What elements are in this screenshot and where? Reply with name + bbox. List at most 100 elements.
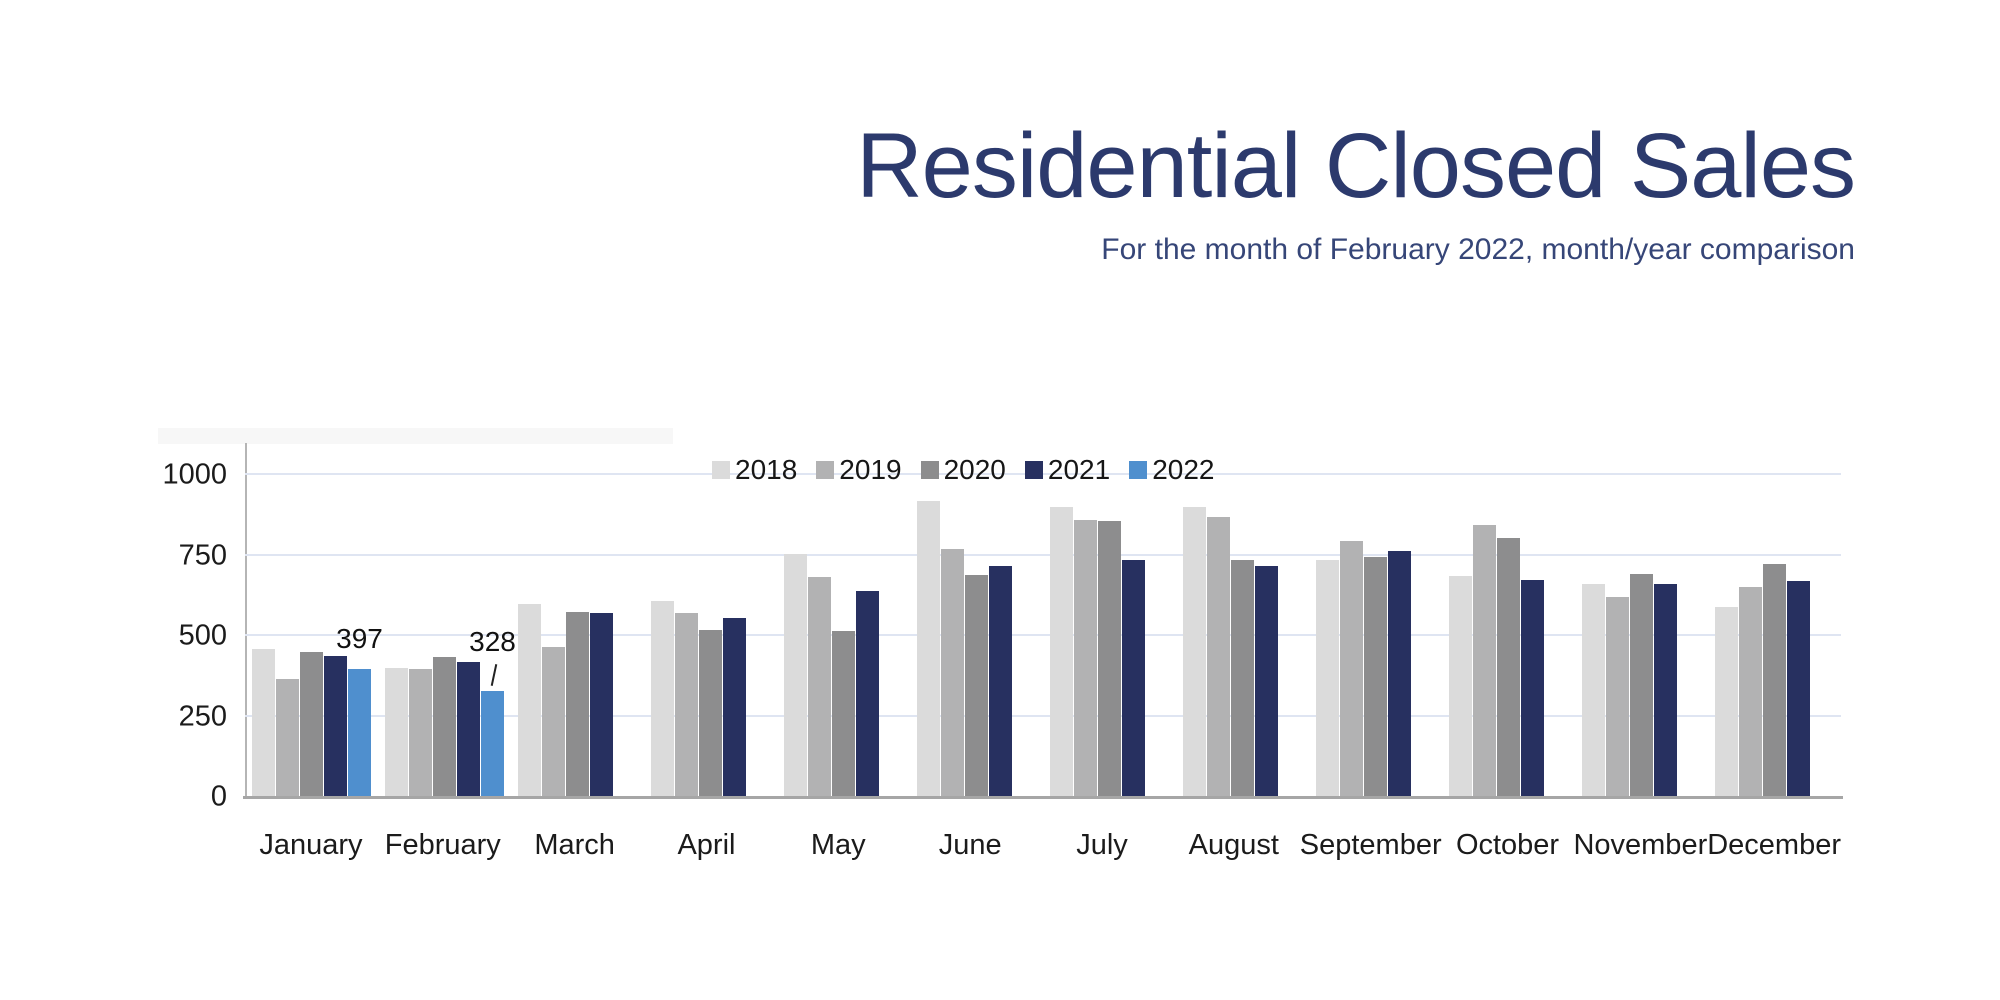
x-label-august: August [1188,829,1279,861]
bar-2020-january [300,652,323,797]
bar-2018-february [385,668,408,797]
bar-2018-october [1449,576,1472,797]
legend-swatch-2022 [1129,461,1148,479]
bar-group-december [1708,443,1841,797]
bar-2020-july [1098,520,1121,797]
bar-2021-november [1654,584,1677,797]
value-label-328: 328 [469,626,516,658]
bar-2020-november [1630,574,1653,797]
x-axis-category-labels: January February March April May June July Augu… [245,829,1841,862]
x-label-july: July [1076,829,1128,861]
legend: 2018 2019 2020 2021 2022 [712,454,1214,486]
y-axis-line [245,443,247,797]
bar-2020-october [1497,537,1520,797]
bar-2020-december [1763,563,1786,797]
y-tick-label-250: 250 [178,700,227,732]
bar-2019-may [808,577,831,797]
bar-2019-september [1340,541,1363,797]
bar-groups-row [245,443,1841,797]
bar-2022-january [348,669,371,797]
gridline-250 [245,714,1841,717]
bar-2018-september [1316,560,1339,797]
bar-2020-may [832,631,855,797]
bar-2020-september [1364,557,1387,797]
bar-2021-january [324,655,347,797]
legend-swatch-2020 [920,461,939,479]
legend-item-2022: 2022 [1129,454,1214,486]
bar-2021-february [457,661,480,797]
bar-2018-july [1050,507,1073,797]
legend-label-2021: 2021 [1047,454,1111,485]
bar-2018-march [518,603,541,797]
legend-item-2018: 2018 [712,454,797,486]
y-tick-label-0: 0 [210,780,227,813]
x-axis-line [243,796,1843,799]
y-tick-label-500: 500 [178,619,227,652]
bar-2019-november [1606,597,1629,797]
bar-2022-february [481,691,504,797]
x-label-september: September [1299,829,1442,861]
bar-2018-november [1582,584,1605,797]
bar-2020-february [433,656,456,797]
bar-2021-june [989,566,1012,797]
y-tick-label-750: 750 [178,539,227,571]
plot-area: 397 328 [243,443,1843,799]
x-label-february: February [384,829,501,861]
value-label-397: 397 [336,623,383,655]
x-label-april: April [677,829,736,861]
bar-group-august [1176,443,1309,797]
x-label-october: October [1455,829,1560,861]
bar-group-november [1575,443,1708,797]
bar-group-january [245,443,378,797]
x-label-march: March [534,829,615,861]
x-label-january: January [259,829,363,861]
bar-2021-march [590,613,613,797]
bar-group-february [378,443,511,797]
bar-2021-december [1787,580,1810,797]
legend-swatch-2018 [712,461,730,479]
bar-2021-september [1388,550,1411,797]
legend-item-2021: 2021 [1024,454,1111,486]
bar-2020-march [566,611,589,797]
bar-group-june [910,443,1043,797]
gridline-500 [245,634,1841,636]
legend-label-2018: 2018 [735,454,798,485]
bar-2018-january [252,648,275,797]
bar-2019-march [542,647,565,797]
bar-2021-august [1255,566,1278,797]
gridline-1000 [245,473,1841,475]
background-artifact-band [158,428,673,444]
x-label-may: May [810,829,866,861]
bar-2021-april [723,617,746,797]
bar-2021-may [856,590,879,797]
bar-2019-june [941,549,964,797]
bar-2020-august [1231,560,1254,797]
bar-group-september [1309,443,1442,797]
bar-group-july [1043,443,1176,797]
legend-swatch-2019 [816,461,835,479]
legend-item-2019: 2019 [816,454,902,486]
bar-2019-october [1473,524,1496,797]
x-label-december: December [1707,829,1842,861]
y-tick-label-1000: 1000 [162,458,227,491]
bar-2021-october [1521,579,1544,797]
gridline-750 [245,553,1841,556]
x-label-november: November [1573,829,1708,861]
bar-2019-february [409,668,432,797]
bar-2018-august [1183,507,1206,797]
legend-label-2020: 2020 [943,454,1006,485]
chart-header: Residential Closed Sales For the month o… [856,115,1856,267]
chart-title: Residential Closed Sales [856,115,1856,217]
bar-group-october [1442,443,1575,797]
x-label-june: June [938,829,1002,861]
legend-swatch-2021 [1024,461,1043,479]
legend-label-2022: 2022 [1152,454,1215,485]
bar-2019-january [276,679,299,797]
legend-item-2020: 2020 [920,454,1006,486]
bar-group-april [644,443,777,797]
bar-2018-may [784,553,807,797]
bar-2018-april [651,600,674,797]
bar-2018-december [1715,607,1738,797]
bar-2020-april [699,630,722,797]
bar-group-may [777,443,910,797]
